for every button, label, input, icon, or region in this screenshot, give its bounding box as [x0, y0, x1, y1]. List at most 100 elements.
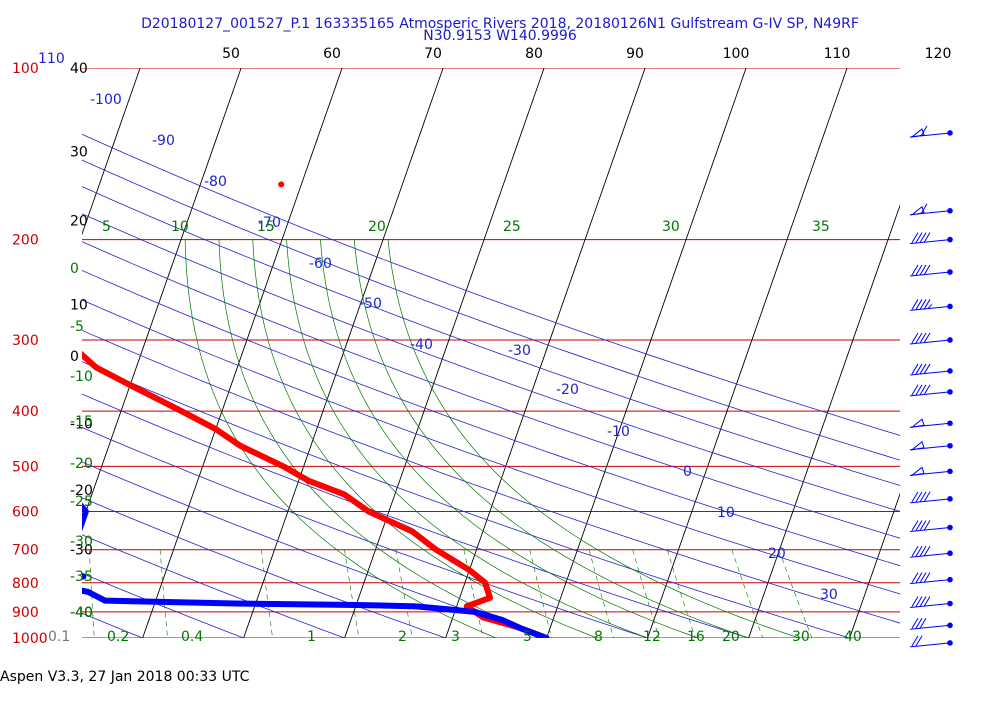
pressure-label: 900 — [12, 605, 39, 621]
dry-adiabat-label: -80 — [204, 174, 227, 190]
wind-barb — [909, 203, 953, 216]
temperature-point — [280, 463, 286, 469]
barb-layer — [909, 125, 953, 648]
wind-barb-flag — [910, 205, 925, 216]
mixing-ratio-line — [261, 549, 273, 638]
mixing-ratio-label: 0.1 — [48, 629, 70, 645]
wind-barb-full-feather — [915, 232, 923, 243]
temperature-point — [409, 528, 415, 534]
pressure-label: 400 — [12, 404, 39, 420]
isotherm-label: 0 — [70, 349, 79, 365]
moist-adiabat-label: 10 — [171, 219, 189, 235]
wind-barb-full-feather — [911, 572, 919, 583]
temperature-point — [366, 509, 372, 515]
left-green-label: -40 — [70, 605, 93, 621]
dry-adiabat-label: -100 — [90, 92, 122, 108]
left-green-label: -35 — [70, 569, 93, 585]
wind-barb-full-feather — [911, 545, 919, 557]
left-green-label: 0 — [70, 261, 79, 277]
left-green-label: -30 — [70, 534, 93, 550]
dewpoint-point — [499, 617, 505, 623]
mixing-ratio-line — [344, 549, 360, 638]
dry-adiabat-label: -90 — [152, 133, 175, 149]
temperature-point — [466, 567, 472, 573]
wind-barb — [909, 125, 953, 138]
mixing-ratio-label: 40 — [844, 629, 862, 645]
top-axis-tick: 120 — [925, 46, 952, 62]
wind-barb-full-feather — [923, 596, 931, 607]
dewpoint-point — [45, 561, 50, 566]
wind-barb-full-feather — [915, 520, 923, 531]
dry-adiabat-line — [82, 427, 648, 638]
temperature-point — [487, 595, 493, 601]
dewpoint-point — [472, 609, 478, 615]
wind-barb — [909, 466, 953, 477]
wind-barb — [909, 520, 953, 533]
wind-barb-full-feather — [919, 491, 927, 503]
wind-barb-shaft — [909, 552, 951, 558]
title-layer: D20180127_001527_P.1 163335165 Atmosperi… — [141, 16, 859, 44]
top-axis-tick: 80 — [525, 46, 543, 62]
wind-barb — [909, 264, 953, 277]
top-axis-tick: 90 — [626, 46, 644, 62]
mixing-ratio-line — [395, 549, 413, 638]
moist-adiabat-label: 20 — [368, 219, 386, 235]
temperature-point — [237, 443, 243, 449]
isolated-point — [278, 181, 285, 188]
wind-barb-half-feather — [927, 304, 933, 309]
wind-barb-shaft — [909, 391, 951, 397]
mixing-ratio-label: 20 — [722, 629, 740, 645]
wind-barb-flag — [910, 466, 925, 477]
wind-barb — [909, 596, 953, 609]
pressure-label: 500 — [12, 459, 39, 475]
wind-barb-full-feather — [915, 264, 923, 276]
temperature-point — [179, 408, 185, 414]
moist-adiabat-line — [320, 239, 699, 638]
isotherm-label: 10 — [70, 298, 88, 314]
wind-barb-full-feather — [919, 332, 927, 344]
wind-barb-shaft — [909, 579, 951, 585]
dewpoint-point — [0, 464, 3, 469]
wind-barb — [909, 363, 953, 376]
dewpoint-point — [50, 547, 55, 552]
pressure-label: 700 — [12, 543, 39, 559]
footer-text: Aspen V3.3, 27 Jan 2018 00:33 UTC — [0, 669, 250, 685]
dry-adiabat-label: -30 — [508, 343, 531, 359]
wind-barb-full-feather — [919, 299, 927, 310]
wind-barb-full-feather — [911, 520, 919, 531]
wind-barb-full-feather — [911, 332, 919, 344]
mixing-ratio-label: 0.4 — [181, 629, 203, 645]
wind-barb-shaft — [909, 239, 951, 245]
left-green-label: -15 — [70, 414, 93, 430]
dry-adiabat-line — [82, 393, 749, 638]
wind-barb-shaft — [909, 339, 951, 345]
top-dry-adiabat-label: 110 — [38, 51, 65, 67]
pressure-label: 100 — [12, 61, 39, 77]
dry-adiabat-line — [82, 269, 900, 567]
dry-adiabat-line — [82, 461, 547, 638]
moist-adiabat-line — [353, 239, 749, 638]
wind-barb-flag — [910, 440, 925, 451]
isotherm-label: 20 — [70, 213, 88, 229]
dry-adiabat-line — [82, 361, 850, 638]
moist-adiabat-line — [387, 239, 800, 638]
dry-adiabat-label: -40 — [410, 337, 433, 353]
left-green-label: -10 — [70, 369, 93, 385]
wind-barb-flag — [910, 418, 925, 429]
mixing-ratio-line — [159, 549, 168, 638]
isotherm-line — [951, 68, 1000, 638]
wind-barb — [909, 299, 953, 311]
dewpoint-point — [102, 598, 108, 604]
dry-adiabat-label: 0 — [683, 464, 692, 480]
dry-adiabat-label: 30 — [820, 587, 838, 603]
moist-adiabat-line — [184, 239, 497, 638]
wind-barb-full-feather — [923, 264, 931, 276]
mixing-ratio-line — [89, 549, 95, 638]
mixing-ratio-label: 2 — [398, 629, 407, 645]
wind-barb-full-feather — [919, 520, 927, 531]
wind-barb-flag — [910, 128, 925, 138]
temperature-point — [93, 364, 99, 370]
mixing-ratio-label: 1 — [307, 629, 316, 645]
wind-barb-full-feather — [919, 363, 927, 375]
